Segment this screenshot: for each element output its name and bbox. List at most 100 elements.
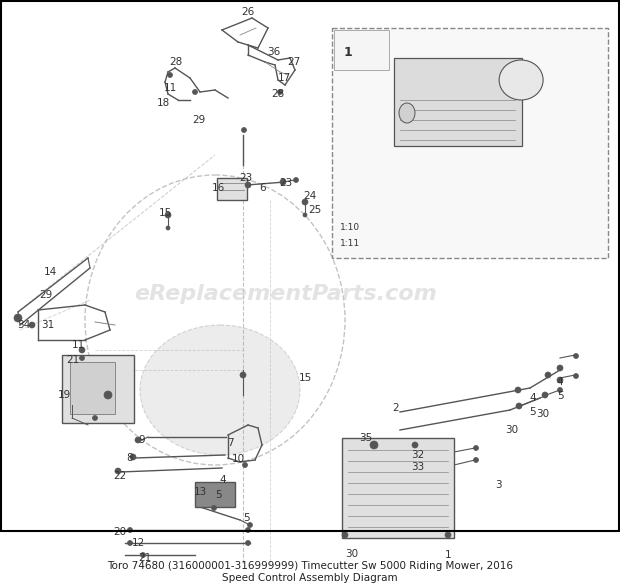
Bar	[217, 178, 247, 200]
Ellipse shape	[245, 182, 251, 188]
Bar	[62, 355, 134, 423]
Ellipse shape	[545, 372, 551, 378]
Ellipse shape	[445, 532, 451, 538]
Text: Toro 74680 (316000001-316999999) Timecutter Sw 5000 Riding Mower, 2016: Toro 74680 (316000001-316999999) Timecut…	[107, 561, 513, 571]
Ellipse shape	[407, 223, 413, 229]
Ellipse shape	[165, 212, 171, 218]
Ellipse shape	[474, 446, 479, 450]
Text: 31: 31	[42, 320, 55, 330]
Text: 24: 24	[303, 191, 317, 201]
Ellipse shape	[542, 392, 548, 398]
Text: 4: 4	[219, 475, 226, 485]
Text: 4: 4	[529, 393, 536, 403]
Text: 5: 5	[242, 513, 249, 523]
Text: 14: 14	[43, 267, 56, 277]
Ellipse shape	[515, 74, 527, 86]
Text: 34: 34	[17, 320, 30, 330]
Text: 6: 6	[260, 183, 267, 193]
Ellipse shape	[166, 226, 170, 230]
Text: 36: 36	[267, 47, 281, 57]
Text: 5: 5	[215, 490, 221, 500]
Ellipse shape	[370, 441, 378, 449]
Text: 1:11: 1:11	[340, 239, 360, 248]
Ellipse shape	[278, 89, 283, 95]
Text: Speed Control Assembly Diagram: Speed Control Assembly Diagram	[222, 573, 398, 583]
Ellipse shape	[412, 442, 418, 448]
Text: 16: 16	[211, 183, 224, 193]
Text: 33: 33	[412, 462, 425, 472]
Text: 21: 21	[138, 553, 152, 563]
Ellipse shape	[557, 377, 563, 383]
Text: 5: 5	[529, 407, 536, 417]
Text: 2: 2	[392, 403, 399, 413]
Text: 23: 23	[280, 178, 293, 188]
Ellipse shape	[29, 322, 35, 328]
Bar	[342, 438, 454, 538]
Ellipse shape	[280, 179, 286, 185]
Ellipse shape	[499, 60, 543, 100]
Text: 29: 29	[40, 290, 53, 300]
Ellipse shape	[404, 127, 410, 133]
Text: 27: 27	[288, 57, 301, 67]
Bar	[195, 482, 235, 507]
Text: 22: 22	[113, 471, 126, 481]
Bar	[394, 58, 522, 146]
Ellipse shape	[92, 416, 97, 420]
Ellipse shape	[246, 540, 250, 546]
Ellipse shape	[128, 527, 133, 533]
Ellipse shape	[14, 314, 22, 322]
Ellipse shape	[516, 403, 522, 409]
Text: 10: 10	[231, 454, 244, 464]
Ellipse shape	[557, 365, 563, 371]
Text: 4: 4	[557, 377, 564, 387]
Text: 26: 26	[241, 7, 255, 17]
Ellipse shape	[128, 540, 133, 546]
Ellipse shape	[515, 387, 521, 393]
Ellipse shape	[211, 506, 216, 510]
Text: 20: 20	[113, 527, 126, 537]
Ellipse shape	[104, 391, 112, 399]
Text: 12: 12	[131, 538, 144, 548]
Ellipse shape	[135, 437, 141, 443]
Ellipse shape	[303, 213, 307, 217]
Bar	[334, 30, 389, 70]
Text: 35: 35	[360, 433, 373, 443]
Text: 3: 3	[495, 480, 502, 490]
Text: 19: 19	[58, 390, 71, 400]
Text: 28: 28	[272, 89, 285, 99]
Ellipse shape	[574, 353, 578, 359]
Text: 15: 15	[298, 373, 312, 383]
Text: 30: 30	[505, 425, 518, 435]
Text: 5: 5	[557, 391, 564, 401]
Text: 21: 21	[66, 355, 79, 365]
Text: 8: 8	[126, 453, 133, 463]
Text: 28: 28	[169, 57, 183, 67]
Text: 30: 30	[345, 549, 358, 559]
Text: 32: 32	[412, 450, 425, 460]
Ellipse shape	[242, 128, 247, 132]
Ellipse shape	[240, 372, 246, 378]
Ellipse shape	[242, 463, 247, 467]
Ellipse shape	[79, 356, 84, 360]
Text: 11: 11	[71, 340, 84, 350]
Ellipse shape	[192, 89, 198, 95]
Ellipse shape	[302, 199, 308, 205]
Ellipse shape	[115, 468, 121, 474]
Ellipse shape	[246, 527, 250, 533]
Bar	[332, 28, 608, 258]
Ellipse shape	[141, 553, 146, 557]
Text: 25: 25	[308, 205, 322, 215]
Ellipse shape	[130, 454, 136, 460]
Ellipse shape	[140, 325, 300, 455]
Text: 1: 1	[343, 45, 352, 58]
Ellipse shape	[79, 347, 85, 353]
Text: 23: 23	[239, 173, 252, 183]
Text: 1: 1	[445, 550, 451, 560]
Ellipse shape	[293, 178, 298, 182]
Text: 15: 15	[158, 208, 172, 218]
Ellipse shape	[342, 532, 348, 538]
Ellipse shape	[399, 103, 415, 123]
Ellipse shape	[247, 523, 252, 527]
Ellipse shape	[557, 387, 562, 393]
Text: 7: 7	[227, 438, 233, 448]
